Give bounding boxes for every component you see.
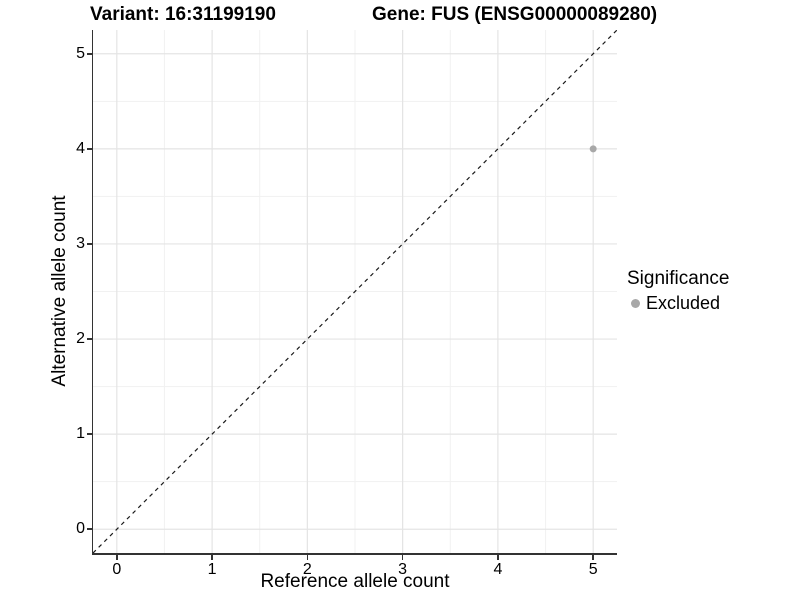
x-tick-mark bbox=[306, 554, 309, 560]
x-tick-label: 0 bbox=[112, 561, 122, 578]
x-tick-label: 1 bbox=[207, 561, 217, 578]
legend-items: Excluded bbox=[627, 292, 729, 314]
legend-point-icon bbox=[631, 298, 640, 308]
y-tick-mark bbox=[86, 243, 92, 245]
x-tick-label: 2 bbox=[302, 561, 312, 578]
x-tick-mark bbox=[116, 554, 118, 560]
legend-title: Significance bbox=[627, 268, 730, 289]
y-tick-mark bbox=[86, 53, 92, 55]
y-tick-label: 4 bbox=[76, 139, 85, 157]
x-tick-mark bbox=[401, 554, 404, 560]
y-tick-label: 5 bbox=[76, 44, 85, 62]
x-tick-mark bbox=[592, 554, 594, 560]
y-tick-mark bbox=[86, 338, 92, 340]
x-tick-mark bbox=[497, 554, 499, 560]
plot-panel bbox=[92, 29, 618, 554]
y-tick-label: 1 bbox=[76, 425, 85, 443]
x-axis-line bbox=[91, 553, 617, 555]
x-tick-label: 3 bbox=[398, 561, 408, 578]
y-tick-mark bbox=[86, 148, 92, 150]
legend-item: Excluded bbox=[627, 292, 729, 314]
x-tick-label: 5 bbox=[588, 561, 598, 578]
y-axis-title: Alternative allele count bbox=[49, 195, 70, 387]
plot-title-gene: Gene: FUS (ENSG00000089280) bbox=[372, 4, 658, 25]
y-tick-label: 2 bbox=[76, 330, 85, 348]
y-tick-label: 3 bbox=[76, 234, 85, 252]
plot-canvas bbox=[92, 29, 618, 554]
y-tick-label: 0 bbox=[76, 520, 85, 538]
data-point bbox=[589, 145, 597, 153]
y-axis-line bbox=[91, 30, 93, 555]
x-axis-title: Reference allele count bbox=[260, 571, 450, 592]
x-tick-label: 4 bbox=[493, 561, 503, 578]
y-tick-mark bbox=[86, 528, 92, 530]
x-tick-mark bbox=[211, 554, 213, 560]
legend-label: Excluded bbox=[646, 293, 721, 313]
identity-dashed-line bbox=[92, 29, 618, 554]
y-tick-mark bbox=[86, 433, 92, 435]
plot-title-variant: Variant: 16:31199190 bbox=[90, 4, 276, 25]
legend: Significance Excluded bbox=[627, 267, 729, 314]
